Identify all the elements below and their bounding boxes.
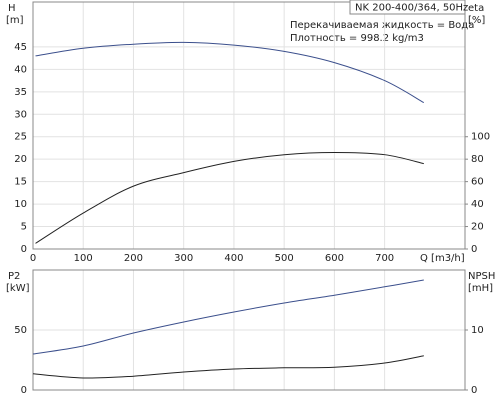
y-axis-label: P2 — [8, 271, 20, 282]
curve — [35, 151, 424, 244]
x-tick-label: 200 — [124, 253, 143, 264]
plot-frame — [32, 1, 466, 250]
y2-tick-label: 20 — [471, 222, 484, 233]
curve — [35, 41, 425, 104]
curve — [32, 355, 424, 379]
y2-tick-label: 60 — [471, 177, 484, 188]
y2-axis-label: NPSH — [468, 271, 495, 282]
annotation: Плотность = 998.2 kg/m3 — [290, 33, 424, 44]
y-tick-label: 0 — [21, 244, 27, 255]
y-tick-label: 25 — [14, 132, 27, 143]
y-axis-unit: [kW] — [6, 283, 30, 294]
x-tick-label: 300 — [174, 253, 193, 264]
x-tick-label: 600 — [325, 253, 344, 264]
y-tick-label: 35 — [14, 87, 27, 98]
y-tick-label: 10 — [14, 199, 27, 210]
curve — [32, 279, 424, 355]
y-tick-label: 0 — [21, 385, 27, 396]
plot-frame — [32, 269, 466, 391]
y-tick-label: 40 — [14, 64, 27, 75]
y-tick-label: 5 — [21, 222, 27, 233]
y-tick-label: 45 — [14, 42, 27, 53]
y2-tick-label: 10 — [471, 325, 484, 336]
annotation: Перекачиваемая жидкость = Вода — [290, 20, 474, 31]
y2-tick-label: 80 — [471, 154, 484, 165]
chart-title: NK 200-400/364, 50Hz — [355, 3, 468, 14]
y-axis-label: H — [8, 3, 16, 14]
y-tick-label: 20 — [14, 154, 27, 165]
y2-tick-label: 40 — [471, 199, 484, 210]
x-tick-label: 500 — [275, 253, 294, 264]
x-tick-label: 400 — [224, 253, 243, 264]
y2-tick-label: 100 — [471, 132, 490, 143]
y2-tick-label: 0 — [471, 385, 477, 396]
x-axis-label: Q [m3/h] — [420, 253, 465, 264]
y-axis-unit: [m] — [6, 15, 24, 26]
y2-axis-label: eta — [468, 3, 484, 14]
title-box — [349, 0, 466, 15]
y2-axis-unit: [%] — [468, 15, 485, 26]
y2-tick-label: 0 — [471, 244, 477, 255]
y2-axis-unit: [mH] — [468, 283, 493, 294]
x-tick-label: 0 — [30, 253, 36, 264]
y-tick-label: 15 — [14, 177, 27, 188]
x-tick-label: 700 — [375, 253, 394, 264]
x-tick-label: 100 — [74, 253, 93, 264]
y-tick-label: 50 — [14, 325, 27, 336]
y-tick-label: 30 — [14, 109, 27, 120]
